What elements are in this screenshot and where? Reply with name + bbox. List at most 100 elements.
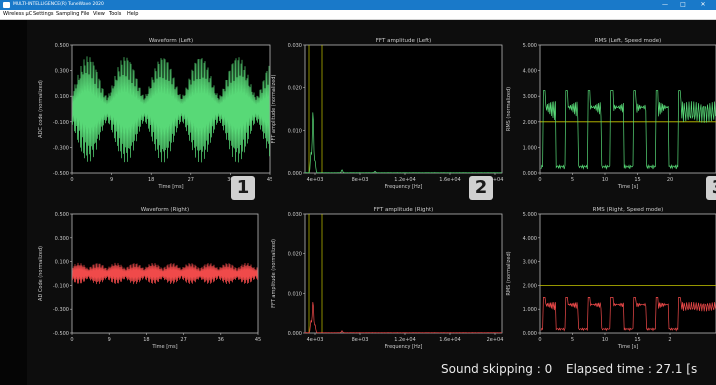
y-tick-label: 3.000 [523, 260, 537, 266]
app-icon [3, 2, 10, 8]
y-tick-label: 5.000 [523, 43, 537, 49]
fft-left-chart: FFT amplitude (Left) Frequency [Hz] FFT am… [271, 38, 504, 190]
x-tick-label: 0 [70, 337, 73, 343]
y-axis-label: RMS (normalized) [506, 87, 512, 131]
x-tick-label: 10 [602, 337, 608, 343]
x-tick-label: 2e+04 [487, 337, 504, 343]
badge-2: 2 [469, 176, 493, 200]
y-tick-label: 0.030 [288, 212, 302, 218]
menu-view[interactable]: View [93, 11, 105, 17]
minimize-button[interactable]: — [662, 1, 668, 8]
x-tick-label: 2e+04 [487, 177, 504, 183]
y-tick-label: -0.300 [53, 145, 69, 151]
y-tick-label: 0.300 [55, 69, 69, 75]
menu-settings[interactable]: Settings [33, 11, 54, 17]
menu-tools[interactable]: Tools [109, 11, 122, 17]
x-axis-label: Frequency [Hz] [385, 344, 423, 350]
y-tick-label: 0.000 [523, 331, 537, 337]
x-tick-label: 1.6e+04 [439, 337, 461, 343]
rms-trace [540, 297, 716, 332]
y-tick-label: 0.500 [55, 43, 69, 49]
menu-wireless[interactable]: Wireless µC [3, 11, 33, 17]
waveform-left-chart: Waveform (Left) Time [ms] ADC code (normal… [38, 38, 272, 190]
window-title: MULTI-INTELLIGENCE(R) TuneWave 2020 [13, 2, 104, 7]
x-axis-label: Time [ms] [151, 344, 177, 350]
x-tick-label: 10 [602, 177, 608, 183]
chart-title: Waveform (Left) [149, 38, 193, 44]
y-tick-label: 1.000 [523, 145, 537, 151]
y-tick-label: 0.500 [55, 212, 69, 218]
x-axis-label: Time [s] [617, 184, 638, 190]
plot-area [539, 44, 716, 174]
title-bar: MULTI-INTELLIGENCE(R) TuneWave 2020 — □ … [0, 0, 716, 10]
rms-right-chart: RMS (Right, Speed mode) Time [s] RMS (norm… [506, 207, 716, 350]
y-tick-label: -0.100 [53, 120, 69, 126]
elapsed-time-status: Elapsed time : 27.1 [s [566, 362, 698, 376]
spectrum-trace [304, 302, 502, 334]
y-tick-label: -0.500 [53, 171, 69, 177]
menu-help[interactable]: Help [127, 11, 139, 17]
y-tick-label: 0.010 [288, 128, 302, 134]
y-tick-label: 0.010 [288, 291, 302, 297]
y-tick-label: 0.100 [55, 94, 69, 100]
panel-rms-right: RMS (Right, Speed mode) Time [s] RMS (norm… [500, 207, 716, 364]
x-tick-label: 27 [188, 177, 194, 183]
panel-waveform-left: Waveform (Left) Time [ms] ADC code (normal… [27, 30, 272, 205]
x-tick-label: 8e+03 [352, 337, 369, 343]
close-button[interactable]: ✕ [700, 1, 706, 8]
x-tick-label: 5 [571, 337, 574, 343]
y-tick-label: 0.000 [288, 331, 302, 337]
rms-trace [540, 90, 716, 170]
plot-area [304, 213, 503, 334]
y-tick-label: 0.020 [288, 86, 302, 92]
x-tick-label: 27 [180, 337, 186, 343]
x-axis-label: Time [ms] [157, 184, 183, 190]
menu-file[interactable]: File [81, 11, 90, 17]
chart-title: RMS (Right, Speed mode) [593, 207, 664, 213]
y-axis-label: RMS (normalized) [506, 251, 512, 295]
x-tick-label: 18 [143, 337, 149, 343]
spectrum-trace [304, 112, 502, 174]
x-tick-label: 36 [227, 177, 233, 183]
x-tick-label: 0 [70, 177, 73, 183]
y-axis-label: FFT amplitude (normalized) [271, 239, 277, 308]
x-tick-label: 8e+03 [352, 177, 369, 183]
x-tick-label: 45 [267, 177, 272, 183]
panel-fft-left: FFT amplitude (Left) Frequency [Hz] FFT am… [265, 30, 505, 205]
x-tick-label: 1.2e+04 [394, 337, 416, 343]
panel-rms-left: RMS (Left, Speed mode) Time [s] RMS (norma… [500, 30, 716, 205]
plot-area [304, 44, 503, 174]
chart-title: RMS (Left, Speed mode) [595, 38, 662, 44]
x-tick-label: 1.2e+04 [394, 177, 416, 183]
y-tick-label: -0.300 [53, 307, 69, 313]
y-axis-label: AD Code (normalized) [38, 246, 44, 301]
y-tick-label: 0.100 [55, 260, 69, 266]
badge-1: 1 [231, 176, 255, 200]
x-tick-label: 36 [218, 337, 224, 343]
x-tick-label: 15 [634, 337, 640, 343]
x-tick-label: 0 [538, 337, 541, 343]
panel-fft-right: FFT amplitude (Right) Frequency [Hz] FFT a… [265, 207, 505, 364]
waveform-trace [72, 56, 270, 163]
x-tick-label: 45 [255, 337, 261, 343]
menu-bar: Wireless µC Settings Sampling File View … [0, 10, 716, 20]
sidebar [0, 20, 27, 385]
x-tick-label: 9 [108, 337, 111, 343]
x-tick-label: 9 [110, 177, 113, 183]
x-tick-label: 4e+03 [307, 337, 324, 343]
y-tick-label: 4.000 [523, 69, 537, 75]
y-tick-label: 0.000 [523, 171, 537, 177]
x-tick-label: 4e+03 [307, 177, 324, 183]
y-axis-label: FFT amplitude (normalized) [271, 75, 277, 144]
x-axis-label: Time [s] [617, 344, 638, 350]
panel-waveform-right: Waveform (Right) Time [ms] AD Code (normal… [27, 207, 272, 364]
menu-sampling[interactable]: Sampling [56, 11, 80, 17]
x-tick-label: 1.6e+04 [439, 177, 461, 183]
x-tick-label: 20 [667, 177, 673, 183]
y-tick-label: 2.000 [523, 120, 537, 126]
y-tick-label: 0.000 [288, 171, 302, 177]
x-axis-label: Frequency [Hz] [385, 184, 423, 190]
y-tick-label: 5.000 [523, 212, 537, 218]
maximize-button[interactable]: □ [680, 1, 686, 8]
x-tick-label: 5 [571, 177, 574, 183]
